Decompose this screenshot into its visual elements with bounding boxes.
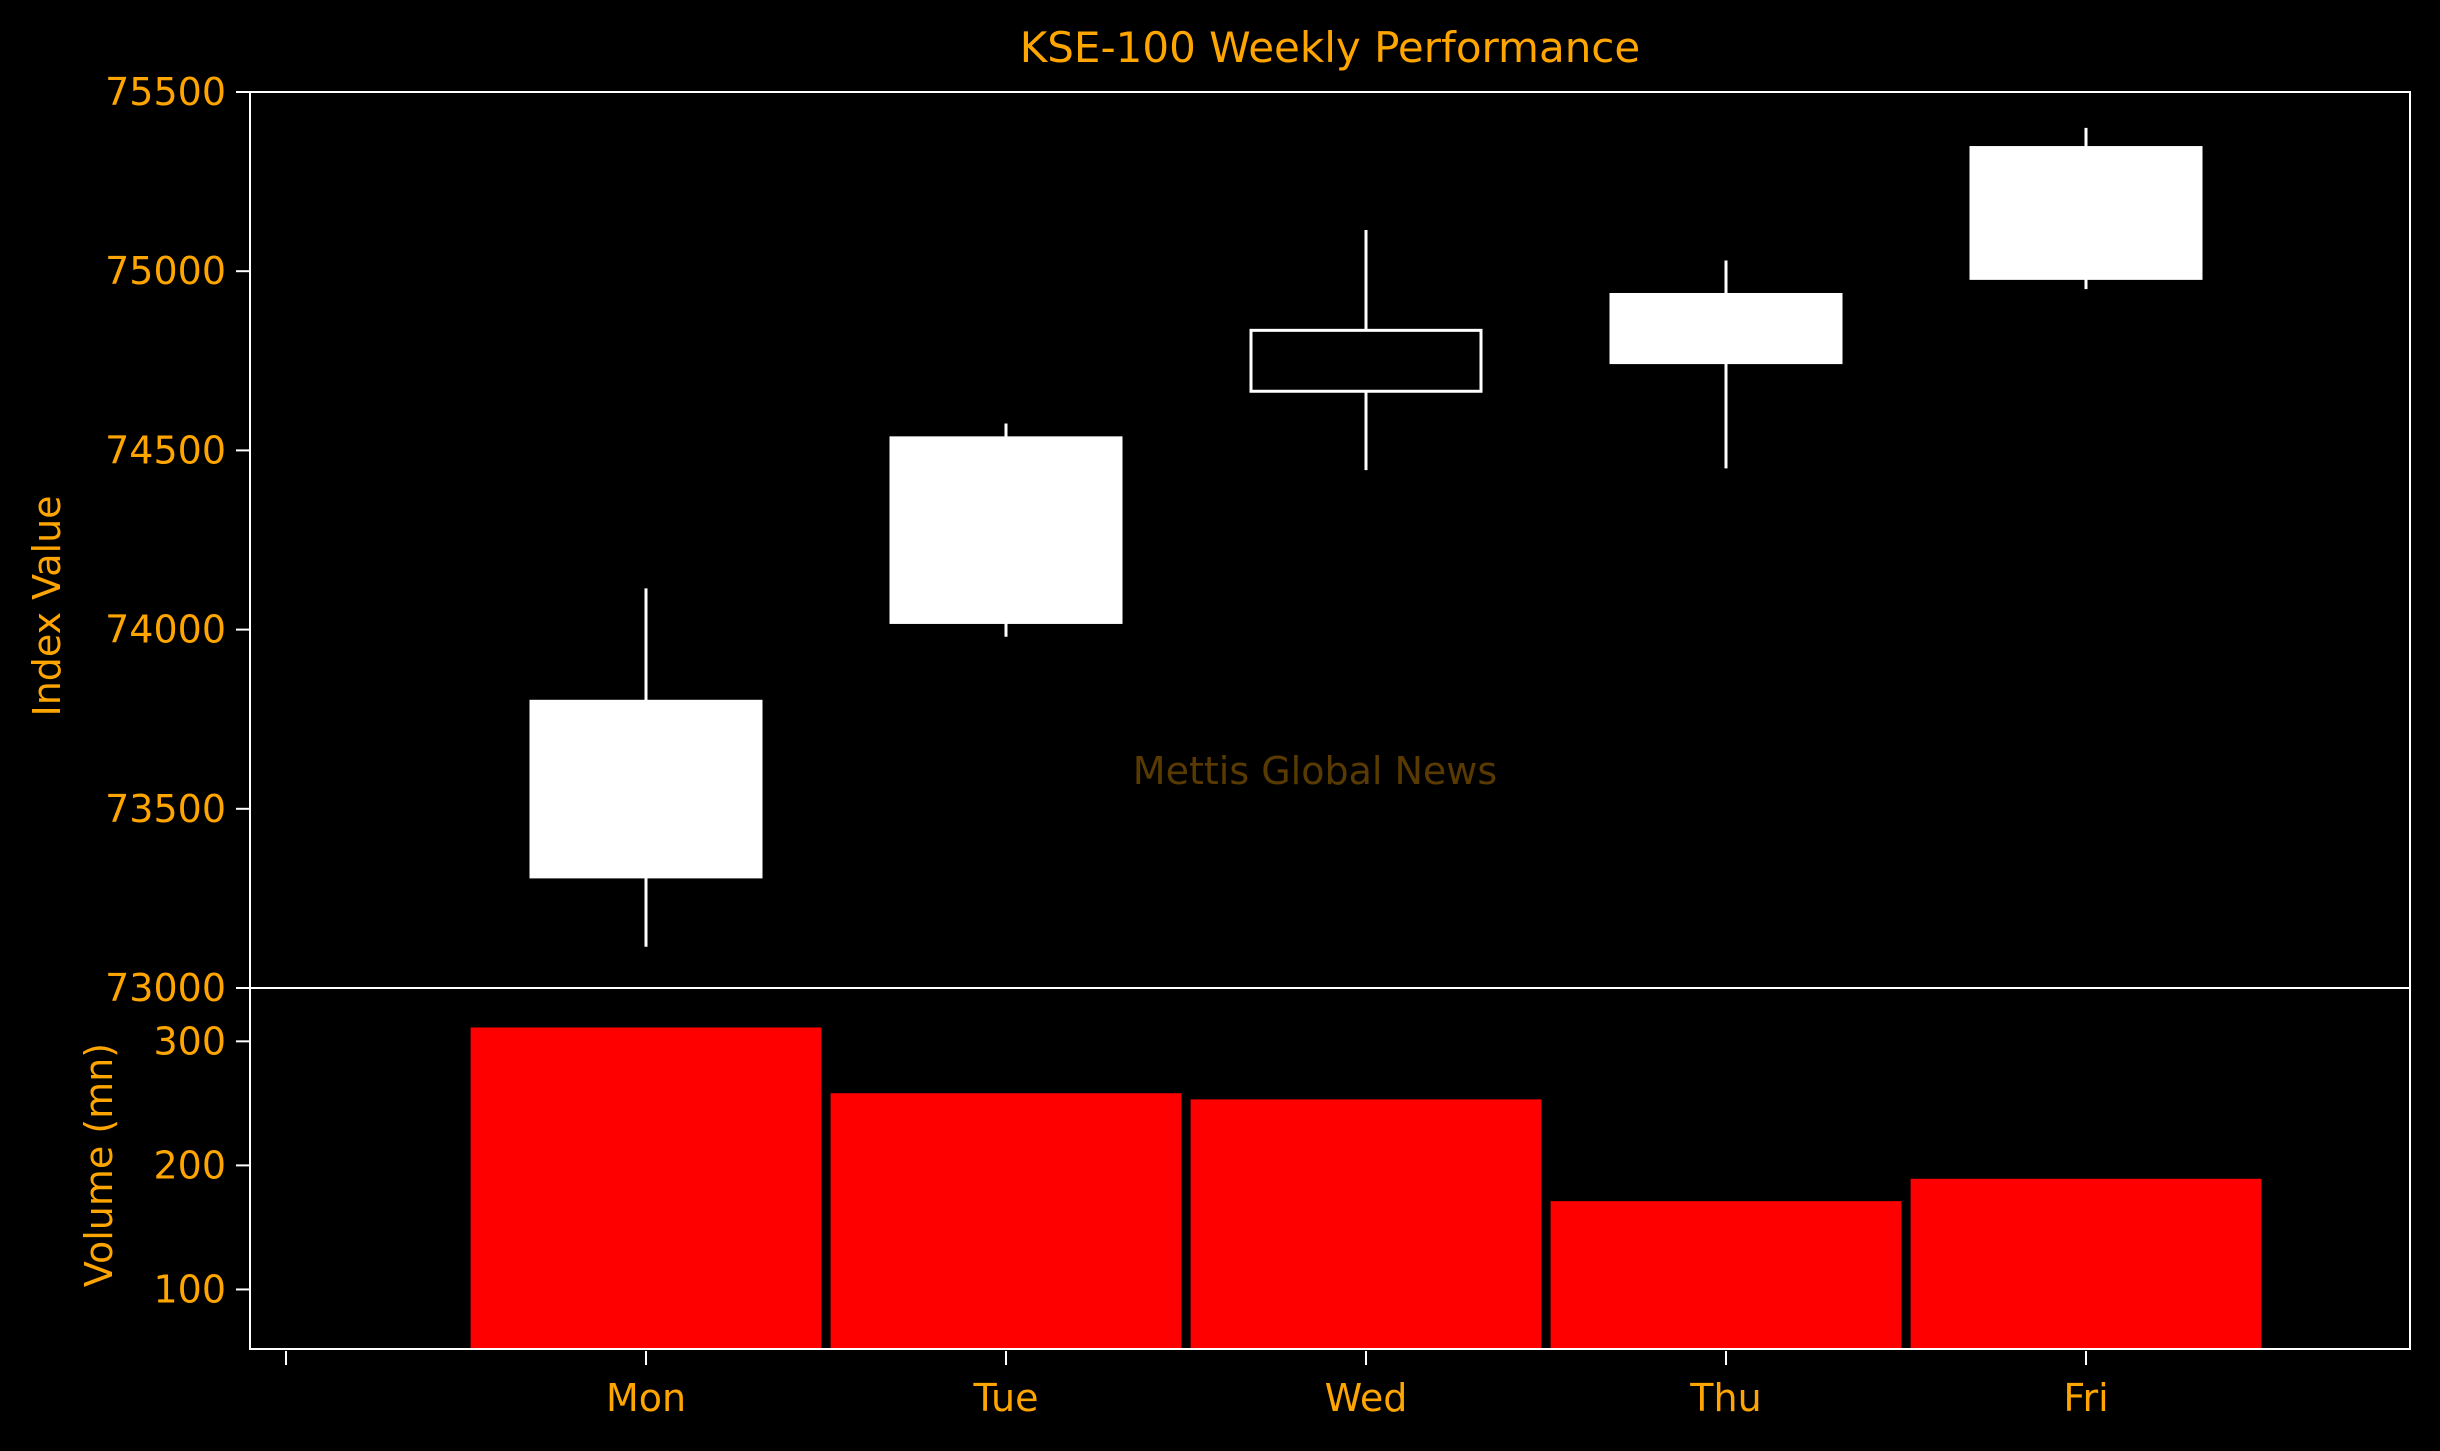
- candle-body: [1969, 146, 2203, 280]
- x-tick-label: Wed: [1325, 1376, 1408, 1420]
- candle-body: [529, 699, 763, 879]
- volume-plot-area: 100 200 300: [153, 1019, 2264, 1351]
- volume-plot-frame: [249, 987, 2411, 1350]
- volume-y-tick-label: 200: [153, 1143, 226, 1187]
- volume-bar: [1908, 1176, 2264, 1350]
- price-y-tick-label: 75000: [105, 249, 226, 293]
- x-tick-label: Thu: [1689, 1376, 1761, 1420]
- price-y-tick-label: 73000: [105, 966, 226, 1010]
- chart-title: KSE-100 Weekly Performance: [1020, 23, 1641, 72]
- volume-y-axis-label: Volume (mn): [77, 1043, 121, 1287]
- price-y-tick-label: 74000: [105, 608, 226, 652]
- watermark-text: Mettis Global News: [1133, 749, 1497, 793]
- price-y-axis-label: Index Value: [25, 495, 69, 716]
- candle-body: [889, 436, 1123, 624]
- volume-bar: [468, 1025, 824, 1350]
- price-y-tick-label: 74500: [105, 428, 226, 472]
- x-tick-label: Tue: [973, 1376, 1039, 1420]
- volume-bar: [1548, 1199, 1904, 1351]
- x-tick-label: Mon: [606, 1376, 686, 1420]
- volume-bar: [828, 1091, 1184, 1350]
- price-plot-area: 73000 73500 74000 74500 75000 75500: [105, 70, 2203, 1010]
- volume-y-tick-label: 100: [153, 1267, 226, 1311]
- price-y-tick-label: 73500: [105, 787, 226, 831]
- candle-body: [1609, 292, 1843, 365]
- volume-y-tick-label: 300: [153, 1019, 226, 1063]
- x-tick-label: Fri: [2063, 1376, 2108, 1420]
- price-y-tick-label: 75500: [105, 70, 226, 114]
- x-axis: Mon Tue Wed Thu Fri: [285, 1351, 2109, 1420]
- volume-bar: [1188, 1097, 1544, 1350]
- candle-body: [1249, 328, 1483, 393]
